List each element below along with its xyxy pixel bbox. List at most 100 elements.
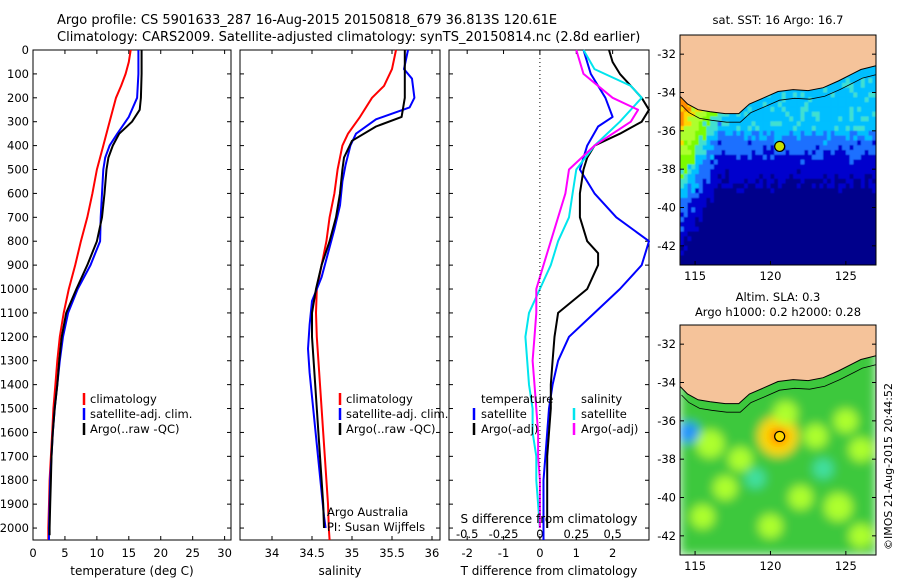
sst-cell <box>842 145 847 151</box>
sst-cell <box>815 97 820 103</box>
sst-cell <box>755 150 760 156</box>
sst-cell <box>823 231 828 237</box>
sst-cell <box>762 159 768 165</box>
sst-cell <box>808 221 813 228</box>
sst-cell <box>842 221 847 228</box>
sst-cell <box>766 236 771 242</box>
sst-cell <box>710 111 715 117</box>
sst-cell <box>721 197 726 204</box>
sst-cell <box>683 159 689 165</box>
legend-label-climatology: climatology <box>346 392 413 406</box>
sst-cell <box>706 221 711 228</box>
sst-cell <box>819 221 824 228</box>
sst-cell <box>740 121 745 127</box>
sst-cell <box>781 231 787 237</box>
sst-cell <box>789 106 794 113</box>
sst-cell <box>729 178 734 185</box>
sst-cell <box>713 245 719 252</box>
sst-cell <box>860 231 866 237</box>
sst-cell <box>827 135 832 141</box>
sst-cell <box>713 111 719 117</box>
sst-cell <box>860 130 866 137</box>
sst-cell <box>864 73 869 79</box>
sst-cell <box>834 236 839 242</box>
sst-cell <box>838 111 843 117</box>
sst-cell <box>842 106 847 113</box>
sst-cell <box>729 126 734 132</box>
sst-cell <box>868 102 873 108</box>
sst-cell <box>736 140 741 146</box>
sst-cell <box>766 212 771 218</box>
sst-cell <box>811 183 817 189</box>
sst-cell <box>845 135 851 141</box>
sst-cell <box>849 130 854 137</box>
sst-cell <box>702 212 707 218</box>
sst-cell <box>717 111 722 117</box>
sst-cell <box>751 145 756 151</box>
sst-cell <box>717 178 722 185</box>
sst-cell <box>842 212 847 218</box>
sst-cell <box>770 111 775 117</box>
sst-cell <box>778 255 783 261</box>
sst-cell <box>789 154 794 161</box>
sst-cell <box>698 202 704 208</box>
sst-cell <box>683 154 689 161</box>
sst-cell <box>819 92 824 98</box>
sst-cell <box>781 183 787 189</box>
sst-cell <box>860 255 866 261</box>
sst-cell <box>789 140 794 146</box>
sst-cell <box>781 202 787 208</box>
sst-cell <box>838 241 843 247</box>
sst-cell <box>868 164 873 170</box>
sst-cell <box>759 102 764 108</box>
x-tick-label: 5 <box>61 546 68 560</box>
sst-cell <box>747 174 753 180</box>
sst-cell <box>857 154 862 161</box>
sst-cell <box>796 92 802 98</box>
sst-cell <box>800 140 805 146</box>
sst-cell <box>683 145 689 151</box>
sst-cell <box>706 164 711 170</box>
sst-cell <box>811 193 817 199</box>
sst-cell <box>713 145 719 151</box>
sst-cell <box>815 260 820 265</box>
sst-cell <box>868 193 873 199</box>
sst-cell <box>815 255 820 261</box>
sst-cell <box>740 164 745 170</box>
sst-cell <box>849 217 854 223</box>
sst-cell <box>766 178 771 185</box>
sst-cell <box>808 193 813 199</box>
sst-cell <box>762 126 768 132</box>
sst-cell <box>680 217 685 223</box>
sst-cell <box>868 236 873 242</box>
sst-cell <box>860 150 866 156</box>
sst-cell <box>864 245 869 252</box>
salinity-panel-frame <box>239 49 441 541</box>
sst-cell <box>774 150 779 156</box>
sst-cell <box>762 231 768 237</box>
sst-cell <box>834 241 839 247</box>
sst-cell <box>857 241 862 247</box>
sst-cell <box>706 111 711 117</box>
sst-cell <box>691 207 696 213</box>
sst-cell <box>770 193 775 199</box>
sst-cell <box>785 260 790 265</box>
sst-cell <box>842 78 847 84</box>
sst-cell <box>770 217 775 223</box>
sst-cell <box>808 116 813 122</box>
sst-cell <box>872 226 876 232</box>
sst-cell <box>702 188 707 194</box>
sst-cell <box>868 150 873 156</box>
sst-cell <box>793 121 798 127</box>
sst-cell <box>860 169 866 175</box>
sst-cell <box>823 140 828 146</box>
sst-cell <box>815 226 820 232</box>
sst-cell <box>868 245 873 252</box>
sst-cell <box>736 111 741 117</box>
sst-cell <box>804 150 809 156</box>
sst-cell <box>834 231 839 237</box>
sst-cell <box>762 130 768 137</box>
sst-cell <box>725 217 730 223</box>
sst-cell <box>766 250 771 256</box>
sst-cell <box>695 169 700 175</box>
